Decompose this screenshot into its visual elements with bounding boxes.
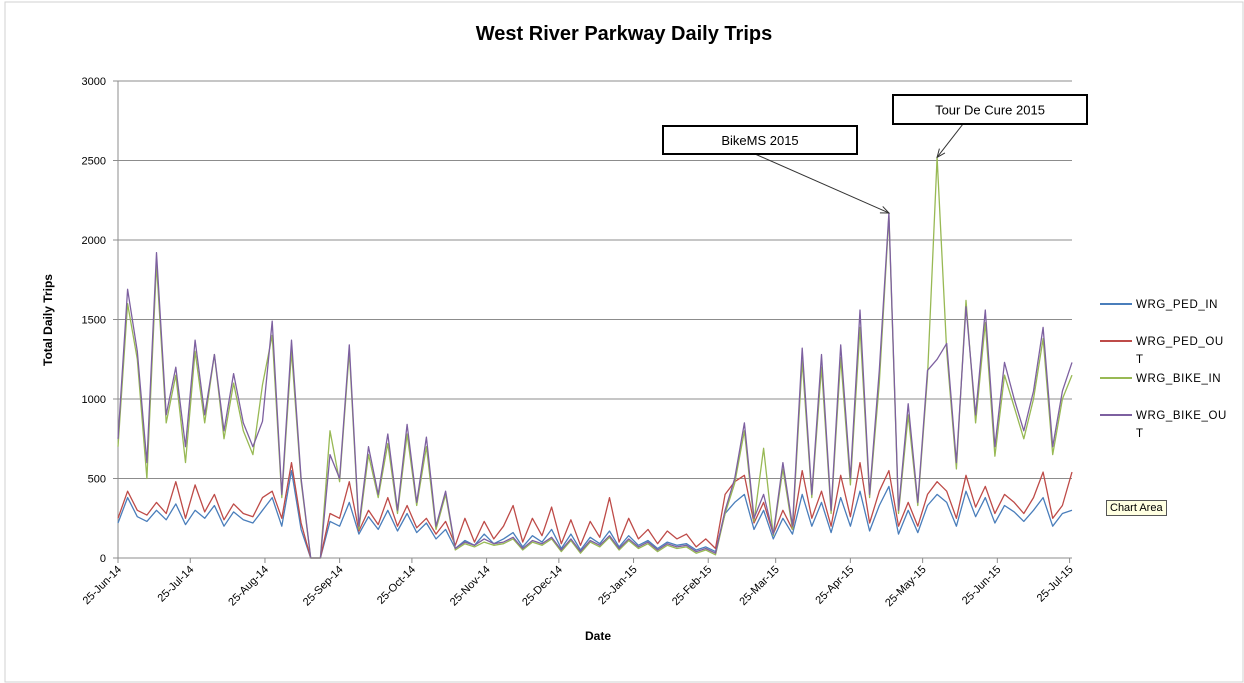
x-tick-label: 25-Mar-15 bbox=[737, 564, 781, 608]
legend-swatch bbox=[1100, 303, 1132, 305]
y-axis-label: Total Daily Trips bbox=[41, 274, 55, 366]
series-line bbox=[117, 461, 1073, 559]
legend-swatch bbox=[1100, 377, 1132, 379]
y-tick-label: 2000 bbox=[82, 235, 106, 247]
x-tick-label: 25-Nov-14 bbox=[448, 564, 493, 609]
tooltip: Chart Area bbox=[1106, 500, 1167, 516]
legend-item: WRG_PED_IN bbox=[1100, 296, 1240, 333]
legend-swatch bbox=[1100, 340, 1132, 342]
legend-label: WRG_BIKE_IN bbox=[1136, 373, 1222, 385]
chart-border bbox=[4, 1, 1244, 683]
x-tick-label: 25-Feb-15 bbox=[670, 564, 714, 608]
arrow-head bbox=[879, 206, 891, 214]
x-axis-label: Date bbox=[585, 629, 611, 643]
y-tick-label: 0 bbox=[100, 553, 106, 565]
legend-item: WRG_BIKE_OUT bbox=[1100, 407, 1240, 444]
y-tick-label: 500 bbox=[88, 474, 106, 486]
x-tick-label: 25-May-15 bbox=[883, 564, 929, 610]
x-tick-label: 25-Jun-15 bbox=[960, 564, 1004, 608]
x-tick-label: 25-Jul-14 bbox=[155, 564, 196, 605]
x-tick-label: 25-Jan-15 bbox=[596, 564, 640, 608]
series-line bbox=[117, 469, 1073, 559]
series-line bbox=[117, 212, 1073, 559]
x-tick-label: 25-Jul-15 bbox=[1035, 564, 1076, 605]
y-tick-label: 3000 bbox=[82, 76, 106, 88]
arrow-head bbox=[936, 148, 946, 159]
annotation-box bbox=[662, 125, 858, 155]
x-tick-label: 25-Apr-15 bbox=[813, 564, 856, 607]
legend: WRG_PED_IN WRG_PED_OUT WRG_BIKE_IN WRG_BIKE… bbox=[1100, 296, 1240, 444]
legend-label: WRG_PED_OUT bbox=[1136, 336, 1224, 366]
y-tick-label: 1000 bbox=[82, 394, 106, 406]
legend-label: WRG_PED_IN bbox=[1136, 299, 1219, 311]
x-tick-label: 25-Aug-14 bbox=[226, 564, 271, 609]
annotation-arrow bbox=[936, 123, 964, 158]
y-tick-label: 1500 bbox=[82, 315, 106, 327]
annotation-text: BikeMS 2015 bbox=[721, 133, 798, 148]
legend-item: WRG_BIKE_IN bbox=[1100, 370, 1240, 407]
y-tick-label: 2500 bbox=[82, 156, 106, 168]
legend-label: WRG_BIKE_OUT bbox=[1136, 410, 1227, 440]
x-tick-label: 25-Jun-14 bbox=[81, 564, 125, 608]
x-tick-label: 25-Dec-14 bbox=[520, 564, 565, 609]
annotation-box bbox=[892, 94, 1088, 125]
x-tick-label: 25-Sep-14 bbox=[301, 564, 346, 609]
legend-item: WRG_PED_OUT bbox=[1100, 333, 1240, 370]
annotation-arrow bbox=[754, 153, 890, 214]
series-line bbox=[117, 156, 1073, 559]
annotation-text: Tour De Cure 2015 bbox=[935, 103, 1045, 118]
legend-swatch bbox=[1100, 414, 1132, 416]
x-tick-label: 25-Oct-14 bbox=[375, 564, 418, 607]
chart-title: West River Parkway Daily Trips bbox=[476, 23, 772, 45]
